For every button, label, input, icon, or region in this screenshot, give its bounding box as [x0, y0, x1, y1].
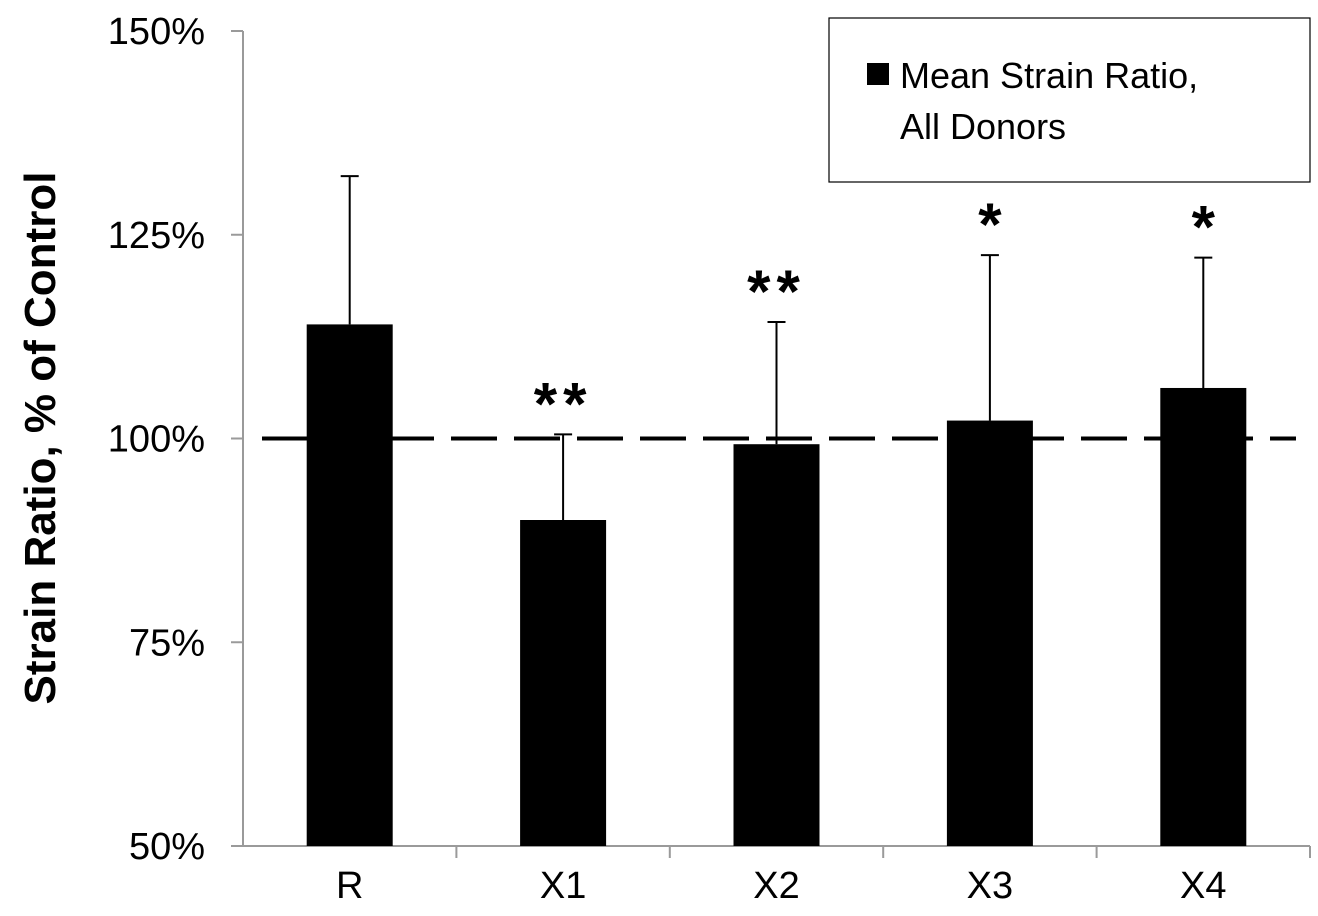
significance-markers: ***** * [534, 191, 1216, 437]
y-tick-label: 50% [129, 826, 205, 868]
bar [733, 444, 820, 846]
y-tick-label: 75% [129, 622, 205, 664]
significance-marker: * [978, 191, 1002, 258]
y-tick-label: 150% [108, 11, 205, 53]
significance-marker: * [1192, 194, 1216, 261]
x-tick-label: X4 [1180, 865, 1226, 907]
legend-label-line1: Mean Strain Ratio, [900, 55, 1198, 96]
legend-box [828, 17, 1311, 183]
x-tick-label: X3 [967, 865, 1013, 907]
legend: Mean Strain Ratio, All Donors [828, 17, 1311, 183]
y-tick-label: 125% [108, 215, 205, 257]
legend-label-line2: All Donors [900, 106, 1066, 147]
y-tick-label: 100% [108, 419, 205, 461]
significance-marker: ** [747, 258, 806, 325]
bar [1160, 387, 1247, 846]
error-bars-group [340, 175, 1213, 520]
legend-swatch [867, 63, 889, 85]
x-tick-label: X1 [540, 865, 586, 907]
x-tick-label: R [336, 865, 363, 907]
bar [946, 420, 1033, 846]
significance-marker: ** [534, 370, 593, 437]
axes: 50% 75% 100% 125% 150% R X1 X2 X3 X4 [108, 11, 1311, 907]
bar [520, 520, 607, 846]
x-tick-label: X2 [753, 865, 799, 907]
bars-group [306, 324, 1247, 846]
bar [306, 324, 393, 846]
y-axis-label: Strain Ratio, % of Control [16, 172, 65, 705]
